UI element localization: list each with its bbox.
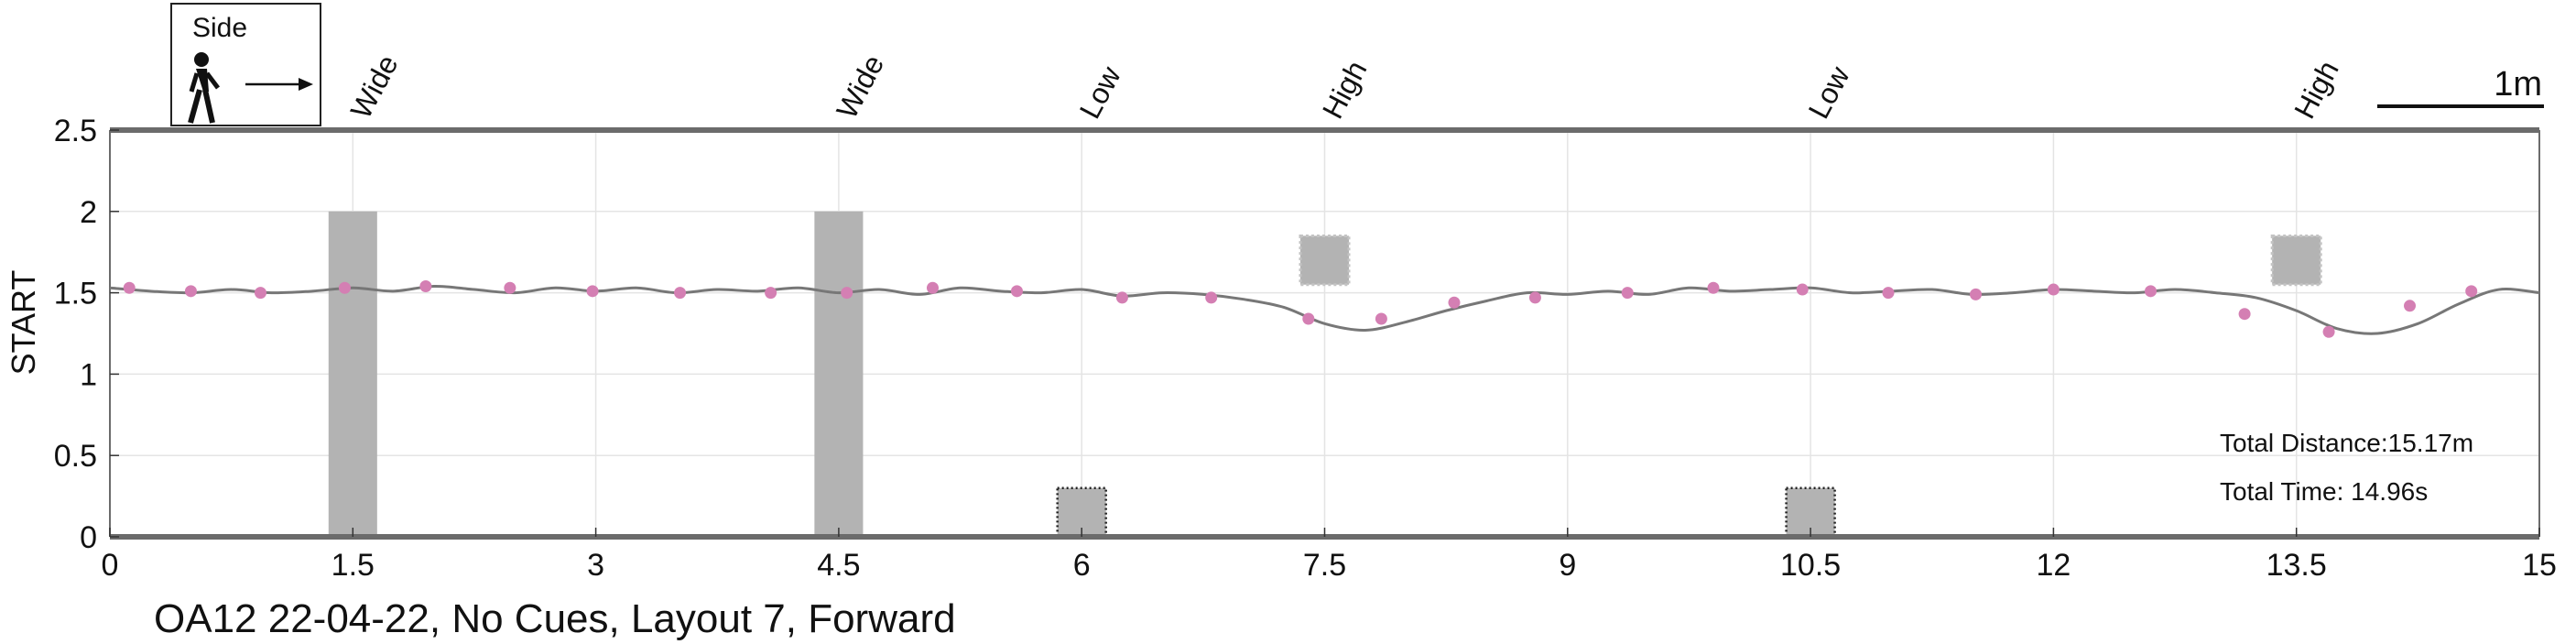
x-tick-label-4: 6	[1073, 548, 1091, 583]
obstacle-label-3: High	[1316, 55, 1374, 124]
walker-icon	[188, 52, 220, 124]
marker-2	[254, 287, 266, 300]
total-time: Total Time: 14.96s	[2220, 477, 2428, 506]
y-tick-label-3: 1.5	[54, 277, 97, 311]
axes	[109, 127, 2540, 540]
marker-0	[123, 281, 136, 294]
marker-3	[338, 281, 351, 294]
marker-12	[1115, 291, 1128, 304]
scale-bar: 1m	[2377, 65, 2544, 108]
arrow-right-icon	[245, 78, 313, 91]
marker-23	[2047, 283, 2060, 296]
scale-bar-label: 1m	[2494, 65, 2542, 104]
marker-13	[1205, 291, 1218, 304]
obstacle-label-1: Wide	[830, 49, 890, 124]
x-tick-label-9: 13.5	[2266, 548, 2327, 583]
obstacle-label-2: Low	[1073, 60, 1128, 125]
marker-10	[926, 281, 939, 294]
obstacles	[328, 211, 2322, 539]
marker-9	[841, 287, 853, 300]
marker-18	[1621, 287, 1634, 300]
y-tick-label-5: 2.5	[54, 114, 97, 148]
x-tick-label-2: 3	[587, 548, 604, 583]
marker-21	[1882, 287, 1895, 300]
tick-labels: 0 1.5 3 4.5 6 7.5 9 10.5 12 13.5 15 0 0.5 1 1.5 2 2.5	[54, 114, 2557, 583]
y-tick-label-0: 0	[80, 520, 97, 555]
marker-25	[2238, 308, 2251, 321]
x-tick-label-3: 4.5	[817, 548, 860, 583]
foot-markers	[123, 279, 2478, 338]
obstacle-label-0: Wide	[344, 49, 405, 124]
x-tick-label-0: 0	[102, 548, 119, 583]
marker-17	[1528, 291, 1541, 304]
direction-legend: Side	[170, 3, 321, 126]
x-tick-label-6: 9	[1559, 548, 1576, 583]
x-tick-label-8: 12	[2036, 548, 2071, 583]
marker-5	[504, 281, 516, 294]
obstacle-0	[328, 211, 377, 538]
obstacle-1	[814, 211, 864, 538]
y-axis-title: START	[5, 270, 42, 376]
obstacle-labels: Wide Wide Low High Low High	[344, 49, 2345, 124]
marker-11	[1010, 285, 1023, 298]
marker-16	[1448, 296, 1461, 309]
legend-label: Side	[192, 13, 247, 43]
x-tick-label-5: 7.5	[1303, 548, 1346, 583]
marker-14	[1302, 312, 1315, 325]
marker-15	[1375, 312, 1387, 325]
total-distance: Total Distance:15.17m	[2220, 429, 2473, 457]
marker-6	[586, 285, 599, 298]
marker-22	[1970, 288, 1983, 300]
y-tick-label-1: 0.5	[54, 439, 97, 474]
marker-7	[674, 287, 687, 300]
path-line	[109, 284, 2540, 335]
x-tick-label-10: 15	[2522, 548, 2557, 583]
marker-20	[1796, 283, 1809, 296]
grid	[109, 129, 2540, 538]
marker-1	[184, 285, 197, 298]
marker-19	[1707, 281, 1720, 294]
marker-26	[2322, 325, 2335, 338]
marker-8	[765, 287, 777, 300]
obstacle-5	[2270, 234, 2322, 287]
y-tick-label-2: 1	[80, 357, 97, 392]
walking-path	[109, 284, 2540, 335]
y-tick-label-4: 2	[80, 195, 97, 230]
obstacle-label-5: High	[2288, 55, 2345, 124]
marker-28	[2465, 285, 2478, 298]
x-tick-label-7: 10.5	[1780, 548, 1841, 583]
marker-4	[419, 279, 432, 292]
obstacle-3	[1299, 234, 1351, 287]
obstacle-label-4: Low	[1801, 60, 1856, 125]
x-tick-label-1: 1.5	[332, 548, 375, 583]
marker-27	[2404, 300, 2417, 312]
marker-24	[2145, 285, 2158, 298]
trial-caption: OA12 22-04-22, No Cues, Layout 7, Forwar…	[154, 596, 956, 641]
